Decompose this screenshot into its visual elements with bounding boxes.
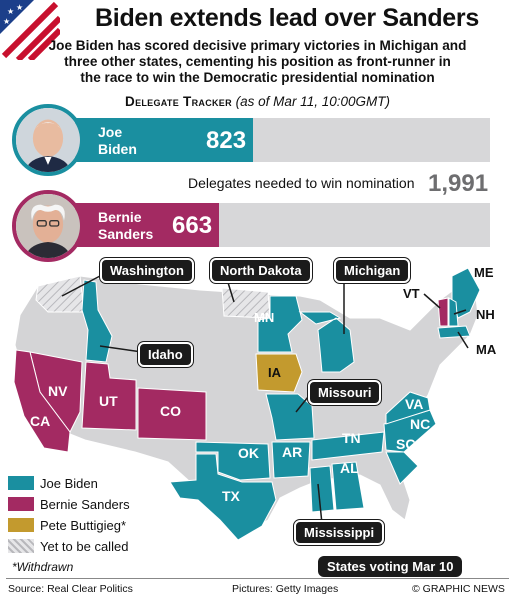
state-sc <box>385 451 419 485</box>
label-ut: UT <box>99 393 118 409</box>
biden-bar-fill <box>75 118 253 162</box>
us-map <box>13 267 481 541</box>
label-michigan: Michigan <box>334 258 411 283</box>
label-nh: NH <box>476 307 495 322</box>
label-idaho: Idaho <box>138 342 193 367</box>
legend-yet-to-be-called: Yet to be called <box>8 539 208 555</box>
label-vt: VT <box>403 286 420 301</box>
label-missouri: Missouri <box>308 380 382 405</box>
state-ma <box>437 325 471 339</box>
label-mn: MN <box>254 310 275 325</box>
footer-source: Source: Real Clear Politics <box>8 583 133 595</box>
label-washington: Washington <box>100 258 194 283</box>
label-mississippi: Mississippi <box>294 520 385 545</box>
state-ia <box>255 353 303 393</box>
label-ca: CA <box>30 413 51 429</box>
state-mn <box>257 295 303 353</box>
footer-pictures: Pictures: Getty Images <box>232 583 339 595</box>
label-co: CO <box>160 403 181 419</box>
legend-sanders: Bernie Sanders <box>8 497 208 513</box>
tracker-asof: (as of Mar 11, 10:00GMT) <box>235 94 390 109</box>
label-tx: TX <box>222 488 240 504</box>
footer-divider <box>6 578 509 579</box>
needed-label: Delegates needed to win nomination <box>188 175 415 191</box>
label-me: ME <box>474 265 494 280</box>
state-tx <box>169 453 277 541</box>
state-nh <box>448 297 459 327</box>
label-ma: MA <box>476 342 497 357</box>
label-al: AL <box>340 460 359 476</box>
label-nv: NV <box>48 383 68 399</box>
label-va: VA <box>405 396 424 412</box>
label-ar: AR <box>282 444 303 460</box>
state-ca <box>13 349 71 453</box>
state-id <box>81 279 113 363</box>
biden-name: Joe Biden <box>98 124 137 157</box>
svg-text:★: ★ <box>7 7 14 16</box>
legend-buttigieg: Pete Buttigieg* <box>8 518 208 534</box>
flag-corner-icon: ★ ★ ★ <box>0 0 60 60</box>
page-title: Biden extends lead over Sanders <box>95 4 479 32</box>
tracker-heading: Delegate Tracker (as of Mar 11, 10:00GMT… <box>0 94 515 109</box>
footer-credit: © GRAPHIC NEWS <box>412 583 505 595</box>
tracker-title: Delegate Tracker <box>125 94 232 109</box>
state-ms <box>309 465 335 513</box>
subtitle: Joe Biden has scored decisive primary vi… <box>48 38 467 85</box>
state-ut <box>81 361 137 431</box>
sanders-name: Bernie Sanders <box>98 209 154 242</box>
sanders-photo <box>12 190 84 262</box>
biden-delegates: 823 <box>206 127 247 154</box>
withdrawn-note: *Withdrawn <box>12 560 74 574</box>
state-vt <box>437 297 449 327</box>
state-al <box>331 461 365 511</box>
sanders-delegates: 663 <box>172 212 213 239</box>
us-landmass <box>14 275 479 529</box>
state-mi <box>298 311 355 373</box>
svg-text:★: ★ <box>16 3 23 12</box>
label-ok: OK <box>238 445 259 461</box>
label-nc: NC <box>410 416 431 432</box>
svg-text:★: ★ <box>3 17 10 26</box>
sanders-bar-fill <box>75 203 219 247</box>
state-co <box>137 387 207 441</box>
states-voting-label: States voting Mar 10 <box>318 556 463 577</box>
state-ok <box>195 441 271 481</box>
label-sc: SC <box>396 436 416 452</box>
legend-biden: Joe Biden <box>8 476 208 492</box>
biden-photo <box>12 104 84 176</box>
label-north-dakota: North Dakota <box>210 258 312 283</box>
state-va <box>385 391 431 425</box>
state-wa <box>35 275 85 313</box>
label-tn: TN <box>342 430 361 446</box>
state-tn <box>311 431 385 461</box>
needed-value: 1,991 <box>428 170 489 197</box>
state-ar <box>271 441 311 479</box>
label-ia: IA <box>268 365 281 380</box>
